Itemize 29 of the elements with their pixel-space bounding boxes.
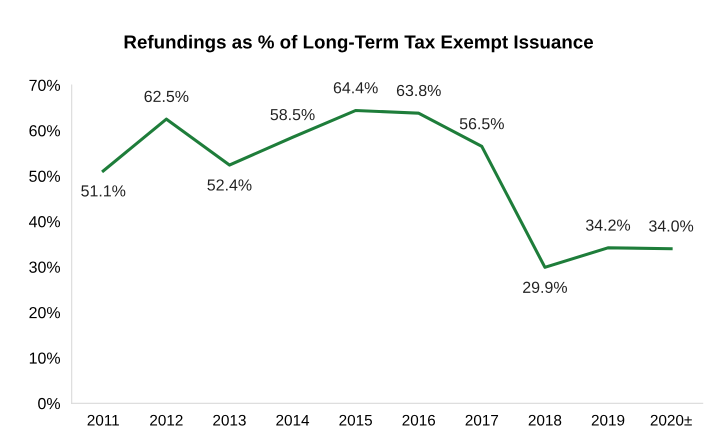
x-tick-label: 2016 — [402, 414, 436, 426]
y-tick-label: 0% — [38, 398, 60, 410]
data-label: 64.4% — [334, 82, 378, 94]
x-tick-label: 2017 — [466, 414, 498, 426]
y-tick-label: 60% — [29, 125, 60, 136]
x-tick-label: 2011 — [88, 414, 119, 426]
y-tick-label: 10% — [30, 352, 60, 364]
data-label: 51.1% — [81, 185, 126, 197]
x-tick-label: 2013 — [213, 414, 246, 426]
data-label: 56.5% — [460, 118, 504, 130]
y-tick-label: 20% — [29, 306, 60, 318]
x-tick-label: 2015 — [339, 414, 372, 426]
x-tick-label: 2019 — [592, 414, 624, 426]
x-tick-label: 2012 — [150, 414, 183, 426]
y-tick-label: 40% — [28, 216, 60, 228]
x-tick-label: 2020± — [650, 414, 692, 426]
y-tick-label: 30% — [29, 262, 60, 273]
y-tick-label: 70% — [29, 80, 60, 91]
data-label: 52.4% — [207, 179, 252, 191]
data-label: 62.5% — [144, 90, 188, 102]
data-label: 58.5% — [270, 108, 315, 120]
x-tick-label: 2014 — [276, 414, 310, 426]
y-tick-label: 50% — [29, 170, 60, 182]
x-tick-label: 2018 — [528, 414, 562, 426]
data-label: 34.0% — [649, 220, 694, 232]
data-label: 63.8% — [396, 84, 441, 96]
data-label: 29.9% — [523, 282, 567, 293]
data-label: 34.2% — [586, 219, 630, 231]
chart-title: Refundings as % of Long-Term Tax Exempt Issuance — [124, 34, 593, 52]
